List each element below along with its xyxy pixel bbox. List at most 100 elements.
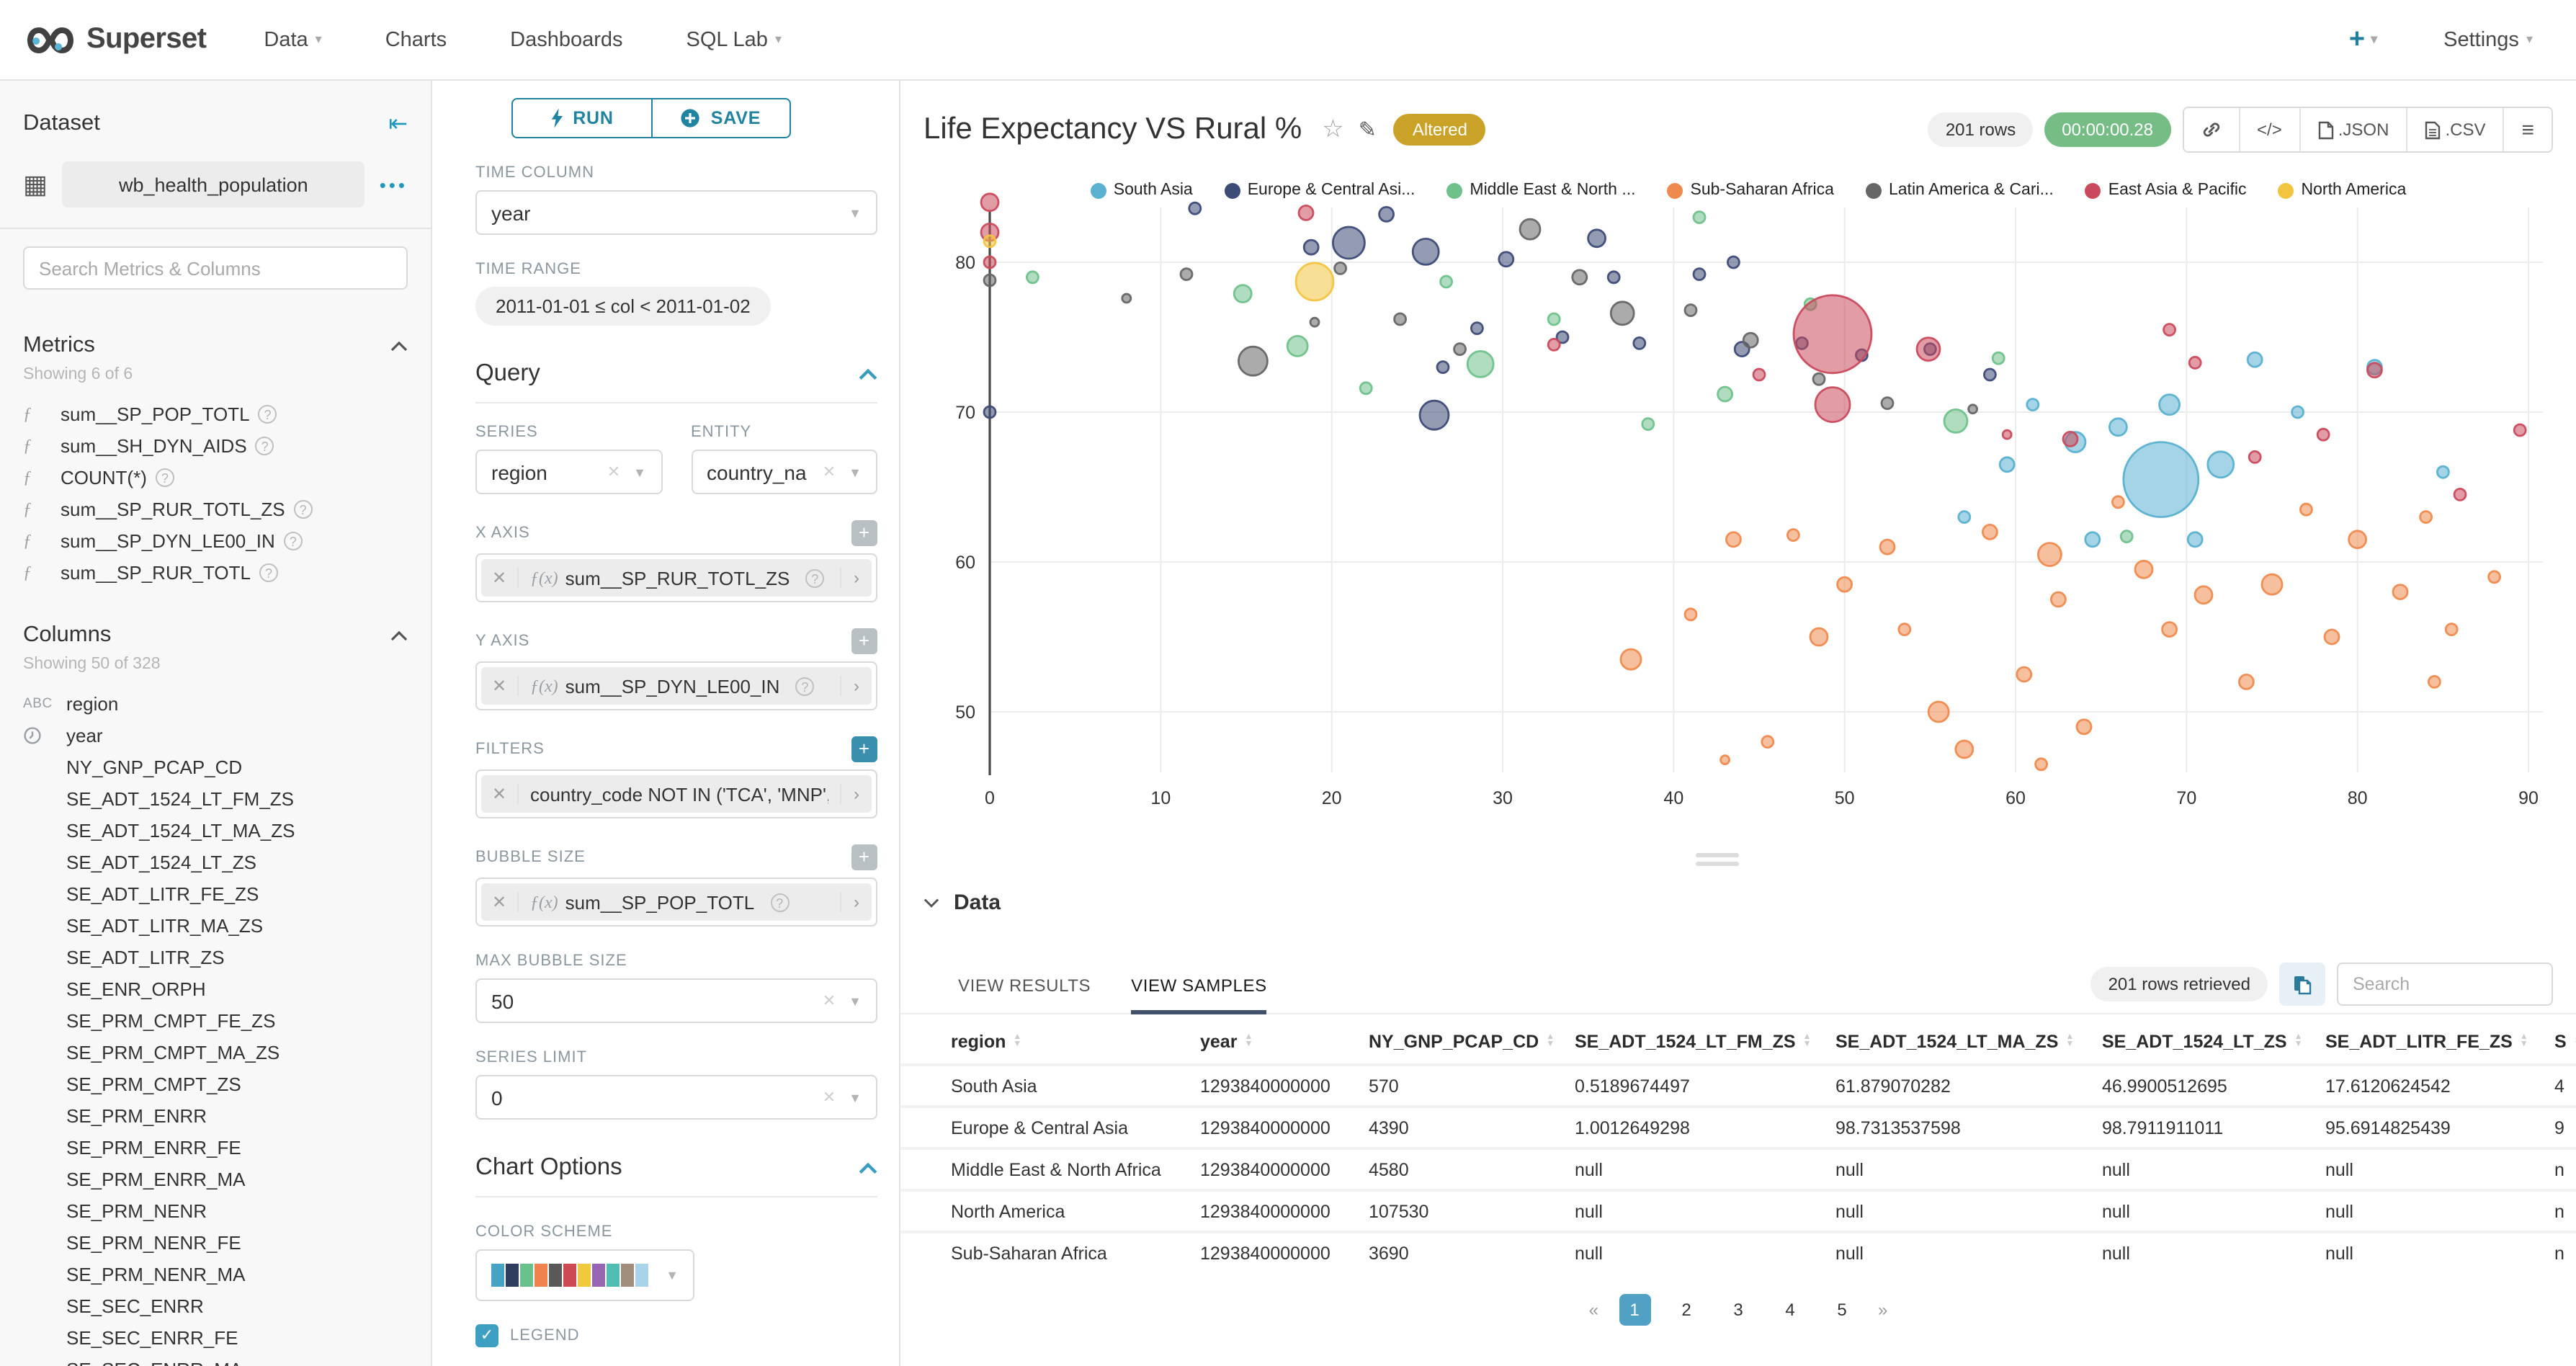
view-query-button[interactable]: </> — [2238, 108, 2299, 151]
bubble[interactable] — [1547, 312, 1561, 326]
bubble[interactable] — [1436, 360, 1450, 375]
bubble[interactable] — [1692, 267, 1707, 282]
bubble[interactable] — [1333, 261, 1347, 275]
bubble[interactable] — [2111, 495, 2125, 509]
bubble[interactable] — [1179, 267, 1194, 282]
bubble[interactable] — [1836, 576, 1853, 593]
bubble[interactable] — [1470, 321, 1484, 336]
column-item[interactable]: SE_PRM_NENR — [66, 1200, 207, 1221]
column-item[interactable]: SE_SEC_ENRR — [66, 1295, 204, 1316]
time-column-select[interactable]: year ▼ — [475, 190, 877, 235]
column-item[interactable]: SE_SEC_ENRR_MA — [23, 1353, 408, 1366]
bubble[interactable] — [2161, 621, 2178, 638]
y-axis-value[interactable]: ƒ(x) sum__SP_DYN_LE00_IN? — [519, 675, 840, 697]
clear-icon[interactable]: ✕ — [822, 993, 836, 1010]
bubble[interactable] — [2513, 423, 2527, 437]
column-item[interactable]: ABC region — [23, 692, 119, 714]
bubble[interactable] — [1237, 345, 1269, 377]
column-header[interactable]: SE_ADT_1524_LT_MA_ZS ▲ ▼ — [1835, 1032, 2075, 1052]
bubble[interactable] — [1555, 330, 1570, 344]
bubble[interactable] — [1025, 270, 1039, 285]
bubble[interactable] — [1233, 284, 1253, 304]
entity-select[interactable]: country_na ✕ ▼ — [691, 450, 877, 494]
bubble[interactable] — [983, 405, 997, 419]
data-section-header[interactable]: Data — [923, 890, 1001, 915]
bubble-size-value[interactable]: ƒ(x) sum__SP_POP_TOTL? — [519, 891, 840, 913]
metric-item[interactable]: ƒ COUNT(*)? — [23, 461, 408, 493]
bubble[interactable] — [1880, 396, 1895, 411]
bubble[interactable] — [1378, 205, 1395, 223]
bubble[interactable] — [2444, 622, 2459, 636]
bubble[interactable] — [2238, 674, 2255, 690]
series-select[interactable]: region ✕ ▼ — [475, 450, 662, 494]
metric-item[interactable]: ƒ sum__SP_POP_TOTL? — [23, 398, 408, 429]
bubble[interactable] — [1439, 274, 1453, 289]
bubble[interactable] — [2122, 441, 2200, 518]
bubble[interactable] — [2427, 675, 2441, 689]
column-item[interactable]: SE_PRM_CMPT_FE_ZS — [66, 1009, 276, 1031]
bubble[interactable] — [1188, 201, 1202, 215]
page-prev-button[interactable]: « — [1588, 1300, 1598, 1320]
column-header[interactable]: SE_ADT_1524_LT_ZS ▲ ▼ — [2102, 1032, 2303, 1052]
bubble[interactable] — [983, 255, 997, 269]
clear-icon[interactable]: ✕ — [607, 464, 621, 481]
nav-item-data[interactable]: Data ▾ — [264, 28, 322, 51]
bubble[interactable] — [2163, 323, 2176, 337]
sort-icons[interactable]: ▲▼ — [1244, 1033, 1253, 1049]
chevron-up-icon[interactable] — [390, 340, 408, 352]
bubble[interactable] — [1991, 351, 2005, 365]
bubble[interactable] — [2323, 628, 2340, 646]
table-row[interactable]: Middle East & North Africa 1293840000000 4… — [900, 1147, 2576, 1189]
legend-checkbox[interactable]: ✓ — [475, 1324, 498, 1347]
bubble[interactable] — [1294, 262, 1335, 302]
bubble[interactable] — [2348, 530, 2367, 550]
bubble[interactable] — [980, 192, 1000, 213]
bubble[interactable] — [983, 234, 997, 249]
bubble[interactable] — [1727, 255, 1740, 269]
page-button[interactable]: 3 — [1733, 1300, 1743, 1320]
table-search-input[interactable] — [2337, 963, 2553, 1006]
sort-icons[interactable]: ▲▼ — [2574, 1033, 2576, 1049]
chevron-up-icon[interactable] — [859, 367, 877, 380]
bubble[interactable] — [1879, 538, 1896, 555]
legend-item[interactable]: East Asia & Pacific — [2085, 182, 2247, 199]
clear-icon[interactable]: ✕ — [822, 464, 836, 481]
add-y-axis-button[interactable]: + — [851, 628, 877, 654]
column-header[interactable]: S▲▼ — [2554, 1020, 2576, 1063]
column-item[interactable]: SE_ADT_LITR_MA_ZS — [66, 914, 264, 936]
column-item[interactable]: SE_ADT_LITR_ZS — [66, 946, 225, 968]
tab-view-results[interactable]: VIEW RESULTS — [958, 976, 1091, 996]
color-scheme-select[interactable]: ▼ — [475, 1249, 694, 1301]
share-link-button[interactable] — [2183, 108, 2239, 151]
table-row[interactable]: Europe & Central Asia 1293840000000 4390 1.… — [900, 1105, 2576, 1147]
bubble[interactable] — [1418, 399, 1450, 431]
remove-icon[interactable]: ✕ — [481, 784, 519, 804]
legend-item[interactable]: Middle East & North ... — [1446, 182, 1636, 199]
bubble[interactable] — [1915, 336, 1941, 362]
bubble[interactable] — [2366, 362, 2383, 379]
bubble[interactable] — [2062, 430, 2079, 447]
column-item[interactable]: SE_ENR_ORPH — [66, 978, 206, 999]
bubble[interactable] — [1632, 336, 1647, 350]
bubble[interactable] — [2119, 530, 2134, 543]
remove-icon[interactable]: ✕ — [481, 568, 519, 588]
page-next-button[interactable]: » — [1878, 1300, 1888, 1320]
bubble[interactable] — [1302, 238, 1320, 256]
dataset-name[interactable]: wb_health_population — [62, 161, 365, 207]
bubble[interactable] — [1641, 417, 1655, 432]
bubble[interactable] — [1982, 524, 1998, 540]
bubble[interactable] — [2050, 591, 2067, 608]
bubble[interactable] — [1792, 294, 1873, 375]
bubble[interactable] — [2193, 585, 2214, 605]
bubble[interactable] — [1692, 210, 1707, 225]
bubble[interactable] — [1761, 735, 1775, 749]
sort-icons[interactable]: ▲▼ — [1013, 1033, 1022, 1049]
column-item[interactable]: SE_PRM_NENR_FE — [66, 1231, 241, 1253]
bubble[interactable] — [2260, 573, 2284, 596]
bubble[interactable] — [2436, 465, 2450, 479]
table-row[interactable]: South Asia 1293840000000 570 0.5189674497 61… — [900, 1063, 2576, 1105]
metric-item[interactable]: ƒ sum__SP_DYN_LE00_IN? — [23, 524, 408, 556]
bubble[interactable] — [2026, 398, 2040, 412]
run-button[interactable]: RUN — [513, 99, 650, 137]
resize-handle[interactable] — [1696, 853, 1739, 870]
